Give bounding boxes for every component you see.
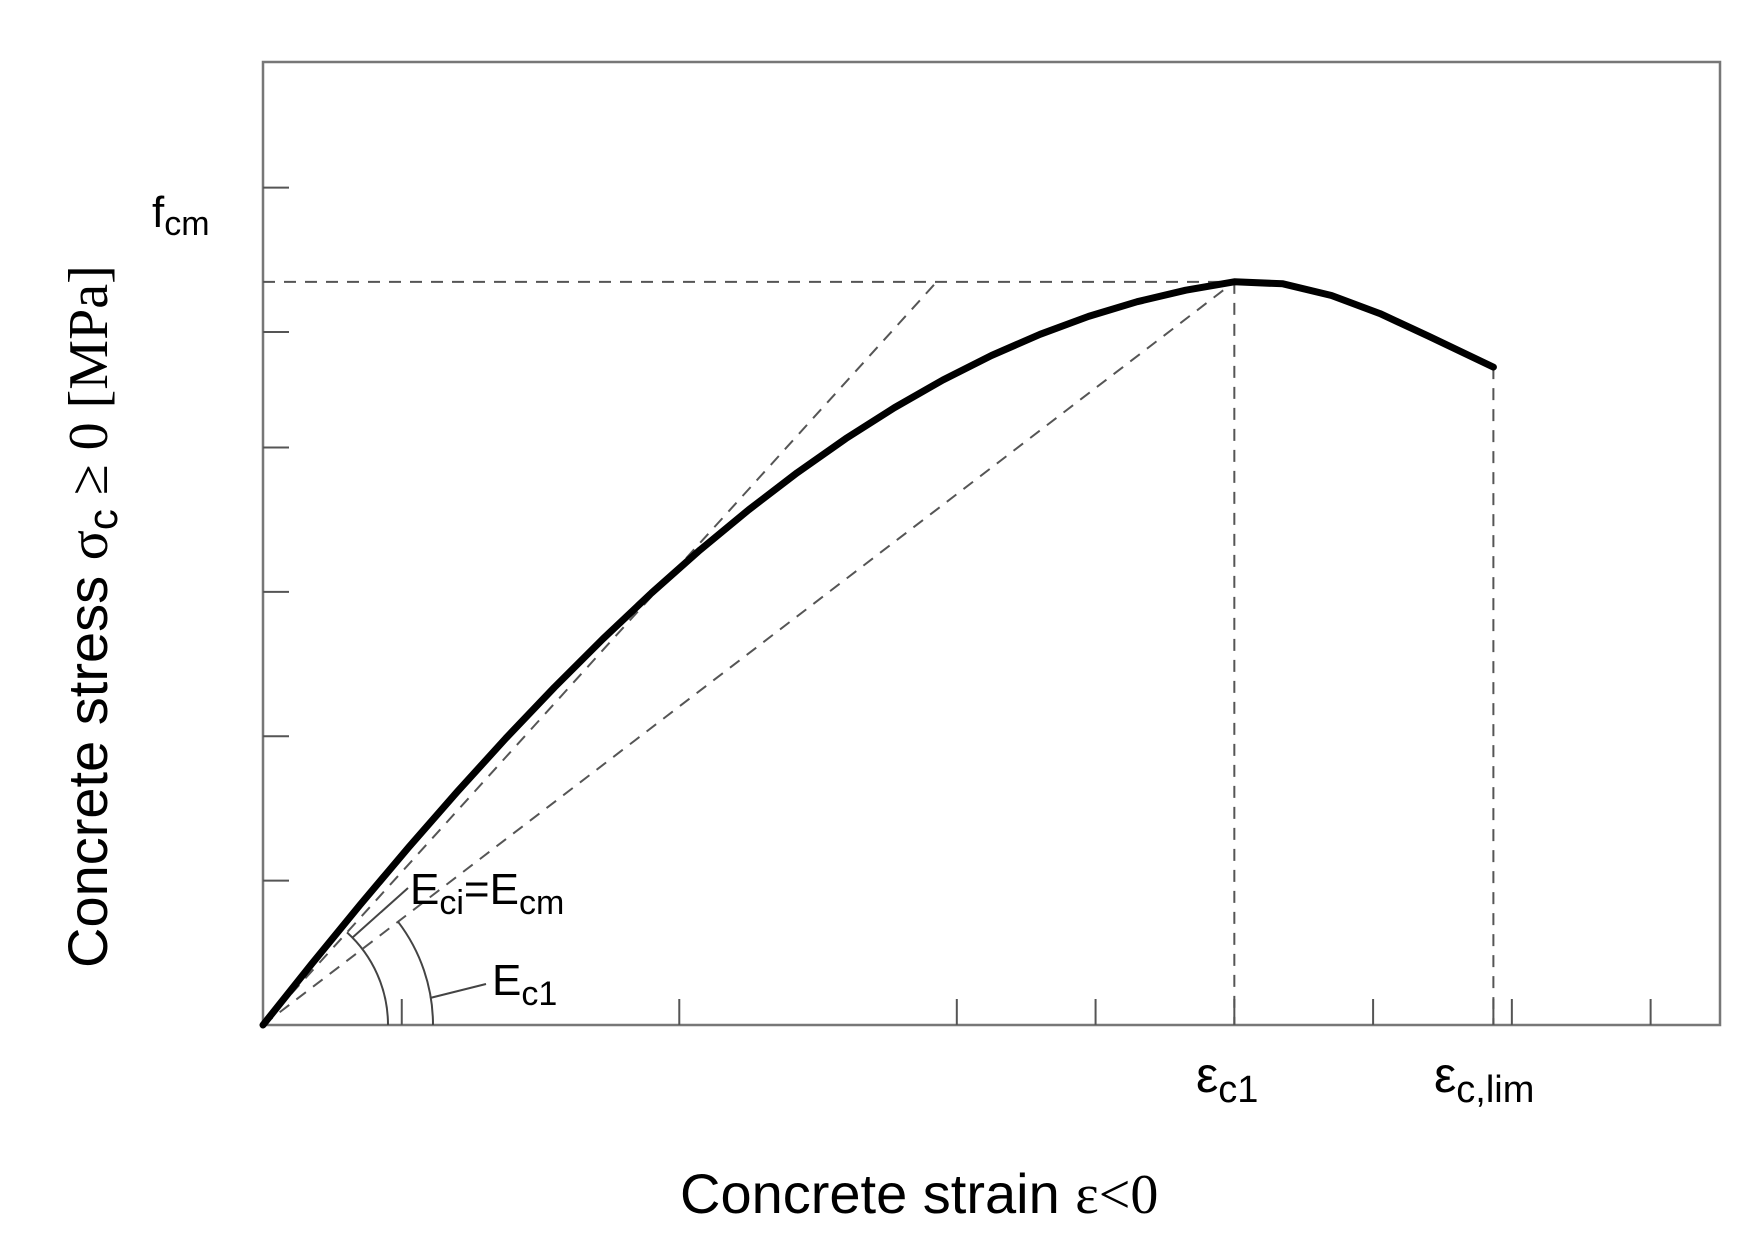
x-axis-label: Concrete strain ε<0 <box>680 1162 1158 1226</box>
modulus-angle-marks <box>346 887 487 1026</box>
stress-strain-curve <box>259 278 1497 1029</box>
ec1-annotation: Ec1 <box>492 956 557 1013</box>
ec1-secant-line <box>262 281 1235 1026</box>
eci-ecm-annotation: Eci=Ecm <box>410 865 564 922</box>
reference-lines <box>262 280 1495 1026</box>
ec1-angle-arc <box>397 921 434 1026</box>
ec1-leader <box>429 983 487 999</box>
y-axis-label: Concrete stress σc ≥ 0 [MPa] <box>56 265 126 968</box>
ecm-angle-arc <box>346 931 389 1026</box>
fcm-tick-label: fcm <box>152 188 210 243</box>
plot-frame <box>261 60 1722 1027</box>
eps-c1-tick-label: εc1 <box>1196 1047 1258 1111</box>
y-axis-ticks <box>263 186 289 882</box>
eci-ecm-leader <box>351 887 409 939</box>
ecm-tangent-line <box>262 281 938 1026</box>
x-axis-ticks <box>400 999 1652 1025</box>
eps-clim-tick-label: εc,lim <box>1434 1047 1534 1111</box>
